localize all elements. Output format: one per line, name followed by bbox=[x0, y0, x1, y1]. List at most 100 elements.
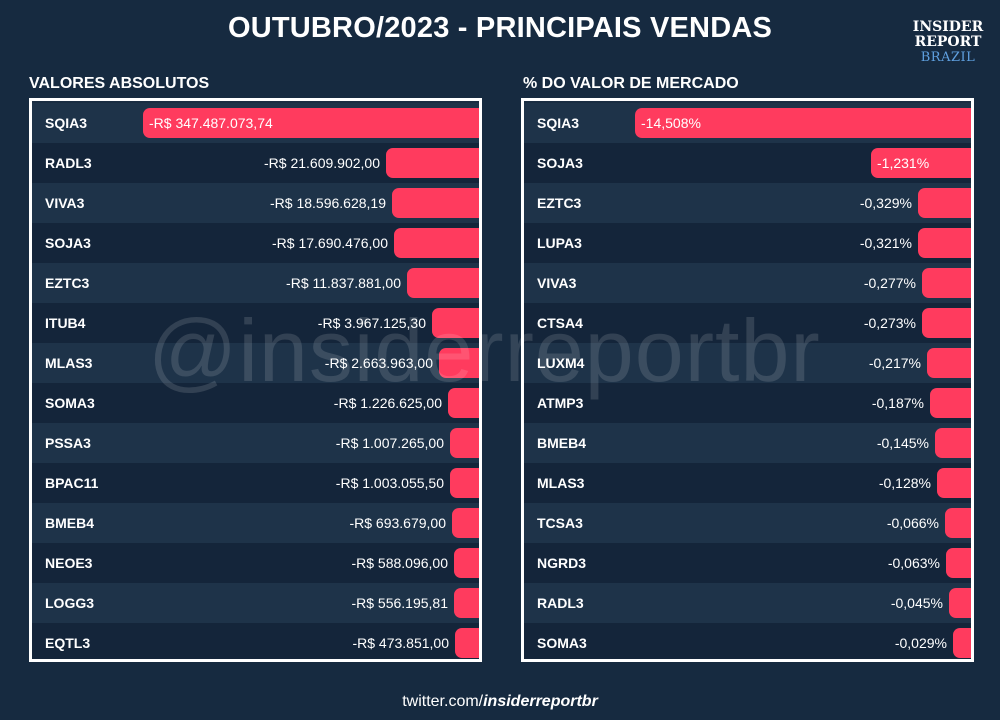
bar-mark bbox=[871, 148, 971, 178]
bar-mark bbox=[143, 108, 479, 138]
value-label: -R$ 18.596.628,19 bbox=[270, 195, 386, 211]
value-label: -0,273% bbox=[863, 315, 916, 331]
chart-row: RADL3 -R$ 21.609.902,00 bbox=[32, 143, 479, 183]
category-label: CTSA4 bbox=[537, 315, 583, 331]
chart-row: RADL3 -0,045% bbox=[524, 583, 971, 623]
bar-mark bbox=[945, 508, 971, 538]
chart-row: ATMP3 -0,187% bbox=[524, 383, 971, 423]
chart-row: TCSA3 -0,066% bbox=[524, 503, 971, 543]
bar-mark bbox=[922, 308, 971, 338]
category-label: LUPA3 bbox=[537, 235, 582, 251]
bar-mark bbox=[930, 388, 971, 418]
value-label: -R$ 1.003.055,50 bbox=[335, 475, 444, 491]
value-label: -R$ 556.195,81 bbox=[351, 595, 448, 611]
chart-row: LOGG3 -R$ 556.195,81 bbox=[32, 583, 479, 623]
value-label: -R$ 693.679,00 bbox=[349, 515, 446, 531]
right-bar-chart: SQIA3 -14,508% SOJA3 -1,231% EZTC3 -0,329% LUP… bbox=[521, 98, 974, 662]
left-bar-chart: SQIA3 -R$ 347.487.073,74 RADL3 -R$ 21.609.9… bbox=[29, 98, 482, 662]
value-label: -R$ 1.226.625,00 bbox=[333, 395, 442, 411]
chart-row: ITUB4 -R$ 3.967.125,30 bbox=[32, 303, 479, 343]
category-label: BPAC11 bbox=[45, 475, 99, 491]
footer-link[interactable]: twitter.com/insiderreportbr bbox=[0, 693, 1000, 711]
chart-row: VIVA3 -R$ 18.596.628,19 bbox=[32, 183, 479, 223]
value-label: -0,187% bbox=[871, 395, 924, 411]
category-label: LOGG3 bbox=[45, 595, 95, 611]
bar-mark bbox=[452, 508, 479, 538]
value-label: -0,063% bbox=[887, 555, 940, 571]
category-label: RADL3 bbox=[45, 155, 92, 171]
category-label: NEOE3 bbox=[45, 555, 93, 571]
chart-row: BMEB4 -R$ 693.679,00 bbox=[32, 503, 479, 543]
chart-row: EZTC3 -0,329% bbox=[524, 183, 971, 223]
value-label: -R$ 473.851,00 bbox=[352, 635, 449, 651]
value-label: -R$ 17.690.476,00 bbox=[272, 235, 388, 251]
chart-row: EQTL3 -R$ 473.851,00 bbox=[32, 623, 479, 659]
chart-row: SOMA3 -R$ 1.226.625,00 bbox=[32, 383, 479, 423]
chart-row: PSSA3 -R$ 1.007.265,00 bbox=[32, 423, 479, 463]
bar-mark bbox=[953, 628, 971, 658]
brand-logo: INSIDER REPORT BRAZIL bbox=[904, 19, 992, 66]
value-label: -0,045% bbox=[890, 595, 943, 611]
category-label: RADL3 bbox=[537, 595, 584, 611]
category-label: EZTC3 bbox=[45, 275, 90, 291]
category-label: TCSA3 bbox=[537, 515, 583, 531]
category-label: SOJA3 bbox=[45, 235, 91, 251]
chart-row: VIVA3 -0,277% bbox=[524, 263, 971, 303]
bar-mark bbox=[454, 588, 479, 618]
category-label: MLAS3 bbox=[537, 475, 585, 491]
value-label: -0,277% bbox=[863, 275, 916, 291]
bar-mark bbox=[946, 548, 971, 578]
value-label: -0,329% bbox=[859, 195, 912, 211]
chart-row: NGRD3 -0,063% bbox=[524, 543, 971, 583]
chart-row: LUXM4 -0,217% bbox=[524, 343, 971, 383]
chart-row: CTSA4 -0,273% bbox=[524, 303, 971, 343]
chart-row: SOMA3 -0,029% bbox=[524, 623, 971, 659]
value-label: -R$ 1.007.265,00 bbox=[335, 435, 444, 451]
bar-mark bbox=[454, 548, 479, 578]
logo-line-3: BRAZIL bbox=[920, 50, 976, 65]
bar-mark bbox=[937, 468, 971, 498]
bar-mark bbox=[432, 308, 479, 338]
bar-mark bbox=[450, 428, 479, 458]
bar-mark bbox=[935, 428, 971, 458]
category-label: SQIA3 bbox=[45, 115, 88, 131]
value-label: -0,128% bbox=[878, 475, 931, 491]
logo-line-2: REPORT bbox=[914, 34, 982, 50]
category-label: PSSA3 bbox=[45, 435, 91, 451]
chart-row: MLAS3 -R$ 2.663.963,00 bbox=[32, 343, 479, 383]
category-label: ATMP3 bbox=[537, 395, 584, 411]
bar-mark bbox=[918, 228, 971, 258]
category-label: EZTC3 bbox=[537, 195, 582, 211]
value-label: -R$ 3.967.125,30 bbox=[317, 315, 426, 331]
chart-row: BMEB4 -0,145% bbox=[524, 423, 971, 463]
value-label: -0,029% bbox=[894, 635, 947, 651]
bar-mark bbox=[922, 268, 971, 298]
category-label: SOMA3 bbox=[537, 635, 587, 651]
value-label: -14,508% bbox=[641, 115, 701, 131]
category-label: VIVA3 bbox=[45, 195, 85, 211]
value-label: -R$ 21.609.902,00 bbox=[264, 155, 380, 171]
bar-mark bbox=[448, 388, 479, 418]
chart-row: MLAS3 -0,128% bbox=[524, 463, 971, 503]
right-chart-title: % DO VALOR DE MERCADO bbox=[523, 75, 739, 92]
bar-mark bbox=[439, 348, 479, 378]
chart-row: EZTC3 -R$ 11.837.881,00 bbox=[32, 263, 479, 303]
bar-mark bbox=[635, 108, 971, 138]
category-label: LUXM4 bbox=[537, 355, 585, 371]
value-label: -0,145% bbox=[876, 435, 929, 451]
bar-mark bbox=[927, 348, 971, 378]
bar-mark bbox=[918, 188, 971, 218]
bar-mark bbox=[949, 588, 971, 618]
category-label: SQIA3 bbox=[537, 115, 580, 131]
footer-prefix: twitter.com/ bbox=[402, 693, 484, 710]
chart-row: SQIA3 -14,508% bbox=[524, 103, 971, 143]
chart-row: SQIA3 -R$ 347.487.073,74 bbox=[32, 103, 479, 143]
bar-mark bbox=[450, 468, 479, 498]
value-label: -R$ 347.487.073,74 bbox=[149, 115, 273, 131]
category-label: SOMA3 bbox=[45, 395, 95, 411]
category-label: NGRD3 bbox=[537, 555, 587, 571]
logo-line-1: INSIDER bbox=[912, 19, 984, 35]
bar-mark bbox=[407, 268, 479, 298]
chart-row: LUPA3 -0,321% bbox=[524, 223, 971, 263]
category-label: BMEB4 bbox=[45, 515, 95, 531]
